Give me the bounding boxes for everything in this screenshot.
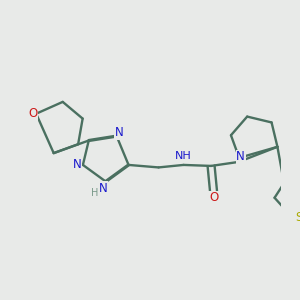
Text: H: H <box>91 188 98 197</box>
Text: N: N <box>99 182 108 195</box>
Text: N: N <box>73 158 81 171</box>
Text: N: N <box>115 126 124 139</box>
Text: N: N <box>236 150 245 164</box>
Text: O: O <box>209 191 218 204</box>
Text: S: S <box>295 212 300 224</box>
Text: NH: NH <box>175 152 192 161</box>
Text: O: O <box>28 107 37 120</box>
